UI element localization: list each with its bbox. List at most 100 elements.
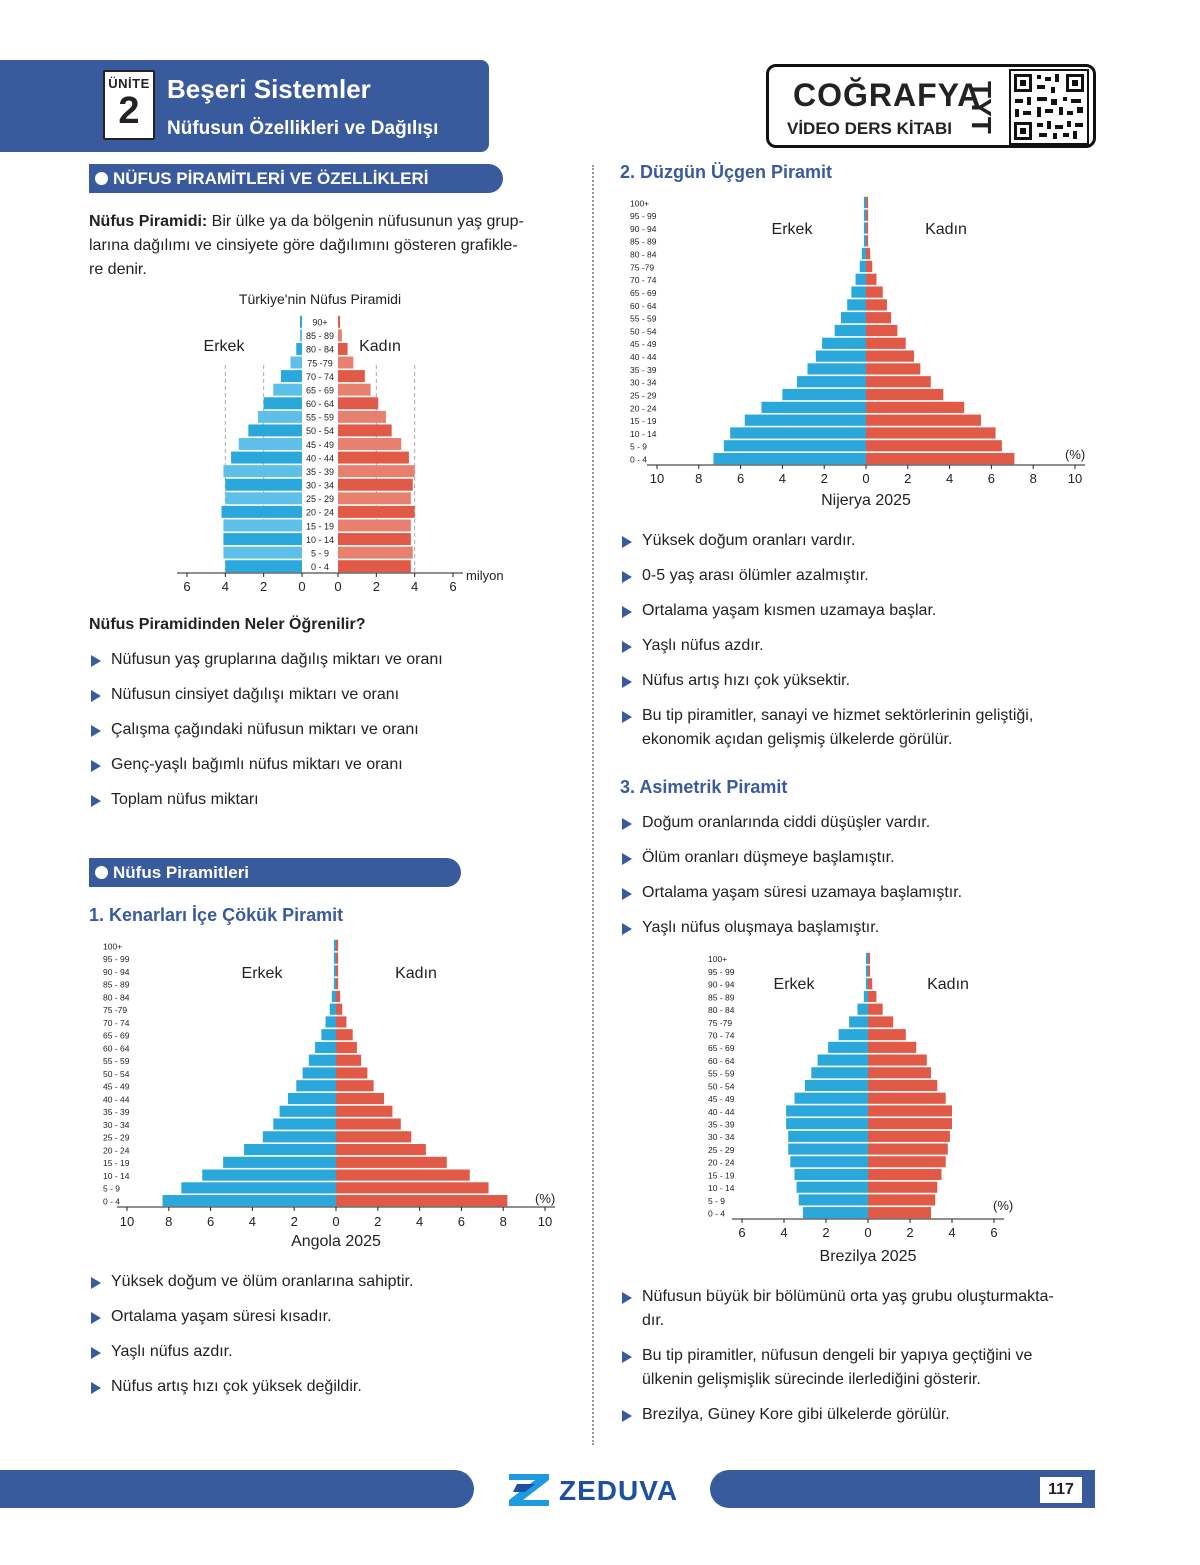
female-bar xyxy=(868,978,873,990)
female-bar xyxy=(868,1118,952,1130)
age-group-label: 15 - 19 xyxy=(306,521,334,531)
learn-item: Çalışma çağındaki nüfusun miktarı ve ora… xyxy=(89,718,419,742)
footer-bar-right xyxy=(710,1470,1095,1508)
female-bar xyxy=(336,1169,470,1181)
age-group-label: 90 - 94 xyxy=(103,967,130,977)
type2-item: 0-5 yaş arası ölümler azalmıştır. xyxy=(620,564,869,588)
male-bar xyxy=(300,329,302,342)
male-bar xyxy=(162,1195,336,1207)
age-group-label: 55 - 59 xyxy=(708,1069,735,1079)
male-bar xyxy=(333,939,336,951)
zeduva-logo-icon xyxy=(509,1474,549,1506)
age-group-label: 30 - 34 xyxy=(630,378,657,388)
female-bar xyxy=(336,1092,385,1105)
male-bar xyxy=(287,1092,336,1105)
x-tick-label: 10 xyxy=(120,1214,134,1229)
age-group-label: 75 -79 xyxy=(103,1005,127,1015)
legend-female-label: Kadın xyxy=(395,965,437,982)
legend-male-label: Erkek xyxy=(204,338,246,355)
legend-male-label: Erkek xyxy=(772,221,814,238)
section-title: Nüfus Piramitleri xyxy=(113,863,250,882)
definition-paragraph: Nüfus Piramidi: Bir ülke ya da bölgenin … xyxy=(89,210,569,282)
age-group-label: 65 - 69 xyxy=(630,288,657,298)
male-bar xyxy=(822,337,866,349)
female-bar xyxy=(868,1194,936,1206)
male-bar xyxy=(296,1080,336,1092)
definition-term: Nüfus Piramidi: xyxy=(89,213,208,230)
age-group-label: 70 - 74 xyxy=(630,275,657,285)
unit-number: 2 xyxy=(118,90,140,132)
male-bar xyxy=(786,1118,868,1130)
type1-item: Nüfus artış hızı çok yüksek değildir. xyxy=(89,1375,362,1399)
age-group-label: 5 - 9 xyxy=(708,1196,725,1206)
female-bar xyxy=(338,397,379,410)
male-bar xyxy=(840,312,866,324)
male-bar xyxy=(225,492,302,505)
female-bar xyxy=(866,273,877,285)
age-group-label: 90+ xyxy=(312,318,327,328)
x-tick-label: 4 xyxy=(411,579,418,594)
female-bar xyxy=(336,939,339,951)
legend-female-label: Kadın xyxy=(359,338,401,355)
unit-label: milyon xyxy=(466,568,504,583)
male-bar xyxy=(315,1041,336,1054)
age-group-label: 85 - 89 xyxy=(306,331,334,341)
x-tick-label: 10 xyxy=(538,1214,552,1229)
column-divider xyxy=(592,165,594,1445)
female-bar xyxy=(336,1195,508,1207)
female-bar xyxy=(866,337,906,349)
male-bar xyxy=(713,452,866,465)
age-group-label: 45 - 49 xyxy=(630,339,657,349)
male-bar xyxy=(815,350,866,362)
age-group-label: 95 - 99 xyxy=(630,211,657,221)
type1-title: 1. Kenarları İçe Çökük Piramit xyxy=(89,905,344,925)
female-bar xyxy=(338,519,411,532)
age-group-label: 0 - 4 xyxy=(103,1197,120,1207)
female-bar xyxy=(866,350,915,362)
female-bar xyxy=(338,315,340,328)
brand-book: VİDEO DERS KİTABI xyxy=(787,119,952,138)
x-tick-label: 6 xyxy=(738,1225,745,1240)
x-tick-label: 0 xyxy=(864,1225,871,1240)
age-group-label: 10 - 14 xyxy=(103,1171,130,1181)
male-bar xyxy=(811,1067,868,1079)
section-header-pyramids: NÜFUS PİRAMİTLERİ VE ÖZELLİKLERİ xyxy=(89,164,503,193)
type3-after-item: Nüfusun büyük bir bölümünü orta yaş grub… xyxy=(620,1285,1100,1333)
male-bar xyxy=(223,546,302,559)
age-group-label: 95 - 99 xyxy=(103,954,130,964)
male-bar xyxy=(761,401,866,413)
age-group-label: 70 - 74 xyxy=(708,1031,735,1041)
x-tick-label: 0 xyxy=(298,579,305,594)
female-bar xyxy=(868,1092,946,1104)
x-tick-label: 2 xyxy=(904,471,911,486)
page-number: 117 xyxy=(1040,1477,1082,1503)
unit-label: (%) xyxy=(993,1198,1013,1213)
female-bar xyxy=(336,1029,353,1041)
female-bar xyxy=(336,1156,447,1168)
male-bar xyxy=(300,315,302,328)
chart-title: Türkiye'nin Nüfus Piramidi xyxy=(239,291,401,307)
female-bar xyxy=(866,363,921,375)
definition-line-1: Bir ülke ya da bölgenin nüfusunun yaş gr… xyxy=(207,213,524,230)
x-tick-label: 8 xyxy=(165,1214,172,1229)
x-tick-label: 8 xyxy=(695,471,702,486)
male-bar xyxy=(788,1143,868,1155)
female-bar xyxy=(866,414,981,426)
female-bar xyxy=(868,1130,950,1142)
female-bar xyxy=(866,401,965,413)
male-bar xyxy=(855,273,866,285)
age-group-label: 20 - 24 xyxy=(103,1145,130,1155)
unit-label: (%) xyxy=(1065,447,1085,462)
female-bar xyxy=(336,1041,357,1054)
type2-title: 2. Düzgün Üçgen Piramit xyxy=(620,162,833,182)
learn-item: Nüfusun yaş gruplarına dağılış miktarı v… xyxy=(89,648,443,672)
female-bar xyxy=(336,1067,368,1079)
female-bar xyxy=(336,1003,343,1015)
age-group-label: 80 - 84 xyxy=(708,1005,735,1015)
x-tick-label: 2 xyxy=(374,1214,381,1229)
male-bar xyxy=(273,1118,336,1130)
type1-item: Yüksek doğum ve ölüm oranlarına sahiptir… xyxy=(89,1270,413,1294)
male-bar xyxy=(329,1003,336,1015)
qr-code-icon[interactable] xyxy=(1009,69,1089,145)
male-bar xyxy=(794,1168,868,1181)
